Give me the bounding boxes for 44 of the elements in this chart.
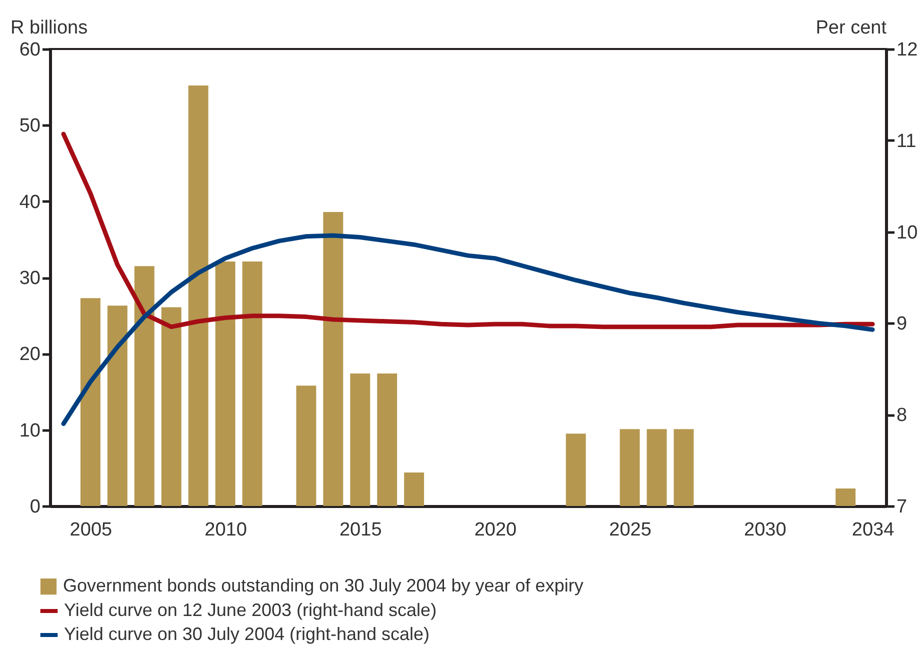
bar	[620, 429, 640, 506]
y2-tick-label: 9	[896, 314, 908, 335]
bar	[80, 298, 100, 506]
bar	[674, 429, 694, 506]
bar	[566, 434, 586, 506]
bar	[350, 373, 370, 506]
y2-axis-title: Per cent	[816, 18, 888, 38]
y-tick-label: 60	[19, 40, 40, 60]
y-tick-label: 50	[19, 116, 40, 137]
x-tick-label: 2020	[474, 520, 517, 540]
y2-tick-label: 8	[896, 405, 908, 426]
x-tick-label: 2015	[339, 520, 382, 540]
x-tick-label: 2010	[204, 520, 247, 540]
bar	[323, 212, 344, 506]
bar	[404, 472, 424, 506]
y-tick-label: 20	[19, 344, 40, 366]
x-tick-label: 2030	[744, 520, 786, 540]
bar	[134, 266, 154, 506]
y2-tick-label: 7	[896, 496, 908, 518]
x-tick-label: 2005	[70, 520, 112, 540]
x-tick-label: 2025	[609, 520, 652, 540]
y-tick-label: 40	[19, 192, 40, 213]
bar	[188, 86, 208, 506]
bar	[107, 306, 128, 506]
y2-tick-label: 10	[896, 222, 918, 244]
y-axis-title: R billions	[10, 18, 88, 38]
bar	[161, 307, 182, 506]
line-series	[61, 132, 875, 330]
x-tick-label: 2034	[852, 520, 895, 540]
legend-label: Yield curve on 30 July 2004 (right-hand scale)	[64, 624, 430, 644]
line-series	[61, 233, 875, 426]
y-tick-label: 10	[19, 420, 40, 442]
y2-tick-label: 11	[896, 130, 916, 152]
bar	[377, 373, 398, 506]
bar	[836, 488, 856, 506]
y-tick-label: 30	[19, 268, 40, 289]
y-tick-label: 0	[30, 496, 40, 518]
bar	[215, 262, 236, 506]
bar	[242, 262, 262, 506]
y2-tick-label: 12	[896, 40, 918, 60]
legend-label: Government bonds outstanding on 30 July 2004 by year of expiry	[63, 576, 584, 596]
legend-label: Yield curve on 12 June 2003 (right-hand scale)	[64, 600, 437, 620]
bar	[296, 386, 316, 506]
bar	[646, 429, 667, 506]
